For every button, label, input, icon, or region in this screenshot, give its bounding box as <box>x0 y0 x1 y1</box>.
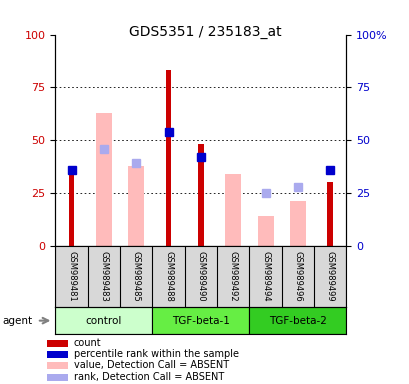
Text: GSM989485: GSM989485 <box>131 251 140 302</box>
Bar <box>249 307 346 334</box>
Text: rank, Detection Call = ABSENT: rank, Detection Call = ABSENT <box>74 372 223 382</box>
Bar <box>165 71 171 246</box>
Text: GSM989496: GSM989496 <box>293 251 302 302</box>
Text: GSM989494: GSM989494 <box>261 251 270 302</box>
Text: GSM989499: GSM989499 <box>325 251 334 302</box>
Bar <box>46 374 68 381</box>
Text: GSM989492: GSM989492 <box>228 251 237 302</box>
Bar <box>225 174 241 246</box>
Text: GDS5351 / 235183_at: GDS5351 / 235183_at <box>128 25 281 39</box>
Text: GSM989481: GSM989481 <box>67 251 76 302</box>
Text: TGF-beta-1: TGF-beta-1 <box>171 316 229 326</box>
Text: control: control <box>85 316 122 326</box>
Text: agent: agent <box>2 316 32 326</box>
Text: count: count <box>74 338 101 348</box>
Bar <box>68 168 74 246</box>
Bar <box>326 182 333 246</box>
Text: percentile rank within the sample: percentile rank within the sample <box>74 349 238 359</box>
Bar <box>55 307 152 334</box>
Bar <box>46 351 68 358</box>
Text: value, Detection Call = ABSENT: value, Detection Call = ABSENT <box>74 360 228 370</box>
Bar <box>198 144 203 246</box>
Text: GSM989483: GSM989483 <box>99 251 108 302</box>
Text: TGF-beta-2: TGF-beta-2 <box>268 316 326 326</box>
Bar <box>128 166 144 246</box>
Text: GSM989490: GSM989490 <box>196 251 205 302</box>
Bar <box>46 339 68 346</box>
Bar <box>289 202 305 246</box>
Bar <box>46 362 68 369</box>
Bar <box>257 216 273 246</box>
Text: GSM989488: GSM989488 <box>164 251 173 302</box>
Bar <box>96 113 112 246</box>
Bar <box>152 307 249 334</box>
